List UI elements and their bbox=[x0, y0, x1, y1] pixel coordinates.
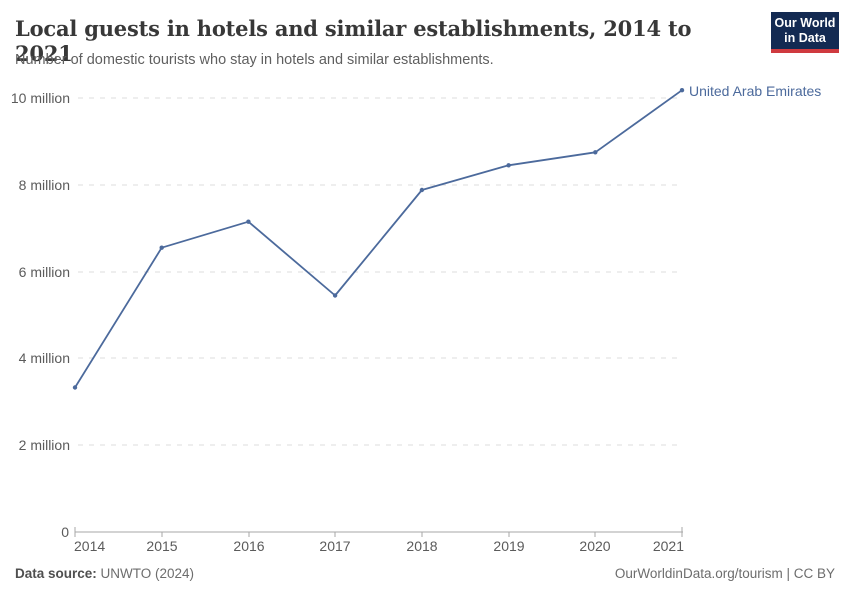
ytick-0: 0 bbox=[61, 524, 69, 540]
xtick-2016: 2016 bbox=[233, 538, 264, 554]
ytick-2m: 2 million bbox=[19, 437, 70, 453]
xtick-2015: 2015 bbox=[146, 538, 177, 554]
y-axis-labels: 10 million 8 million 6 million 4 million… bbox=[11, 90, 70, 540]
data-source-value: UNWTO (2024) bbox=[96, 566, 195, 581]
xtick-2017: 2017 bbox=[319, 538, 350, 554]
data-source: Data source: UNWTO (2024) bbox=[15, 566, 194, 581]
chart-subtitle: Number of domestic tourists who stay in … bbox=[15, 52, 494, 68]
gridlines bbox=[78, 97, 683, 446]
series-dots bbox=[72, 88, 685, 390]
data-source-label: Data source: bbox=[15, 566, 97, 581]
xtick-2020: 2020 bbox=[579, 538, 610, 554]
xtick-2021: 2021 bbox=[653, 538, 684, 554]
owid-logo-line1: Our World bbox=[774, 16, 836, 30]
ytick-8m: 8 million bbox=[19, 177, 70, 193]
xtick-2014: 2014 bbox=[74, 538, 105, 554]
chart-footer: Data source: UNWTO (2024) OurWorldinData… bbox=[15, 566, 835, 581]
ytick-10m: 10 million bbox=[11, 90, 70, 106]
x-axis bbox=[74, 527, 683, 537]
xtick-2019: 2019 bbox=[493, 538, 524, 554]
owid-logo[interactable]: Our World in Data bbox=[771, 12, 839, 53]
xtick-2018: 2018 bbox=[406, 538, 437, 554]
owid-logo-line2: in Data bbox=[784, 31, 826, 45]
chart-title: Local guests in hotels and similar estab… bbox=[15, 16, 692, 67]
x-axis-labels: 2014 2015 2016 2017 2018 2019 2020 2021 bbox=[74, 538, 684, 554]
footer-credit[interactable]: OurWorldinData.org/tourism | CC BY bbox=[614, 566, 835, 581]
ytick-4m: 4 million bbox=[19, 350, 70, 366]
series-end-label[interactable]: United Arab Emirates bbox=[689, 83, 821, 99]
ytick-6m: 6 million bbox=[19, 264, 70, 280]
series-line[interactable] bbox=[74, 89, 683, 389]
